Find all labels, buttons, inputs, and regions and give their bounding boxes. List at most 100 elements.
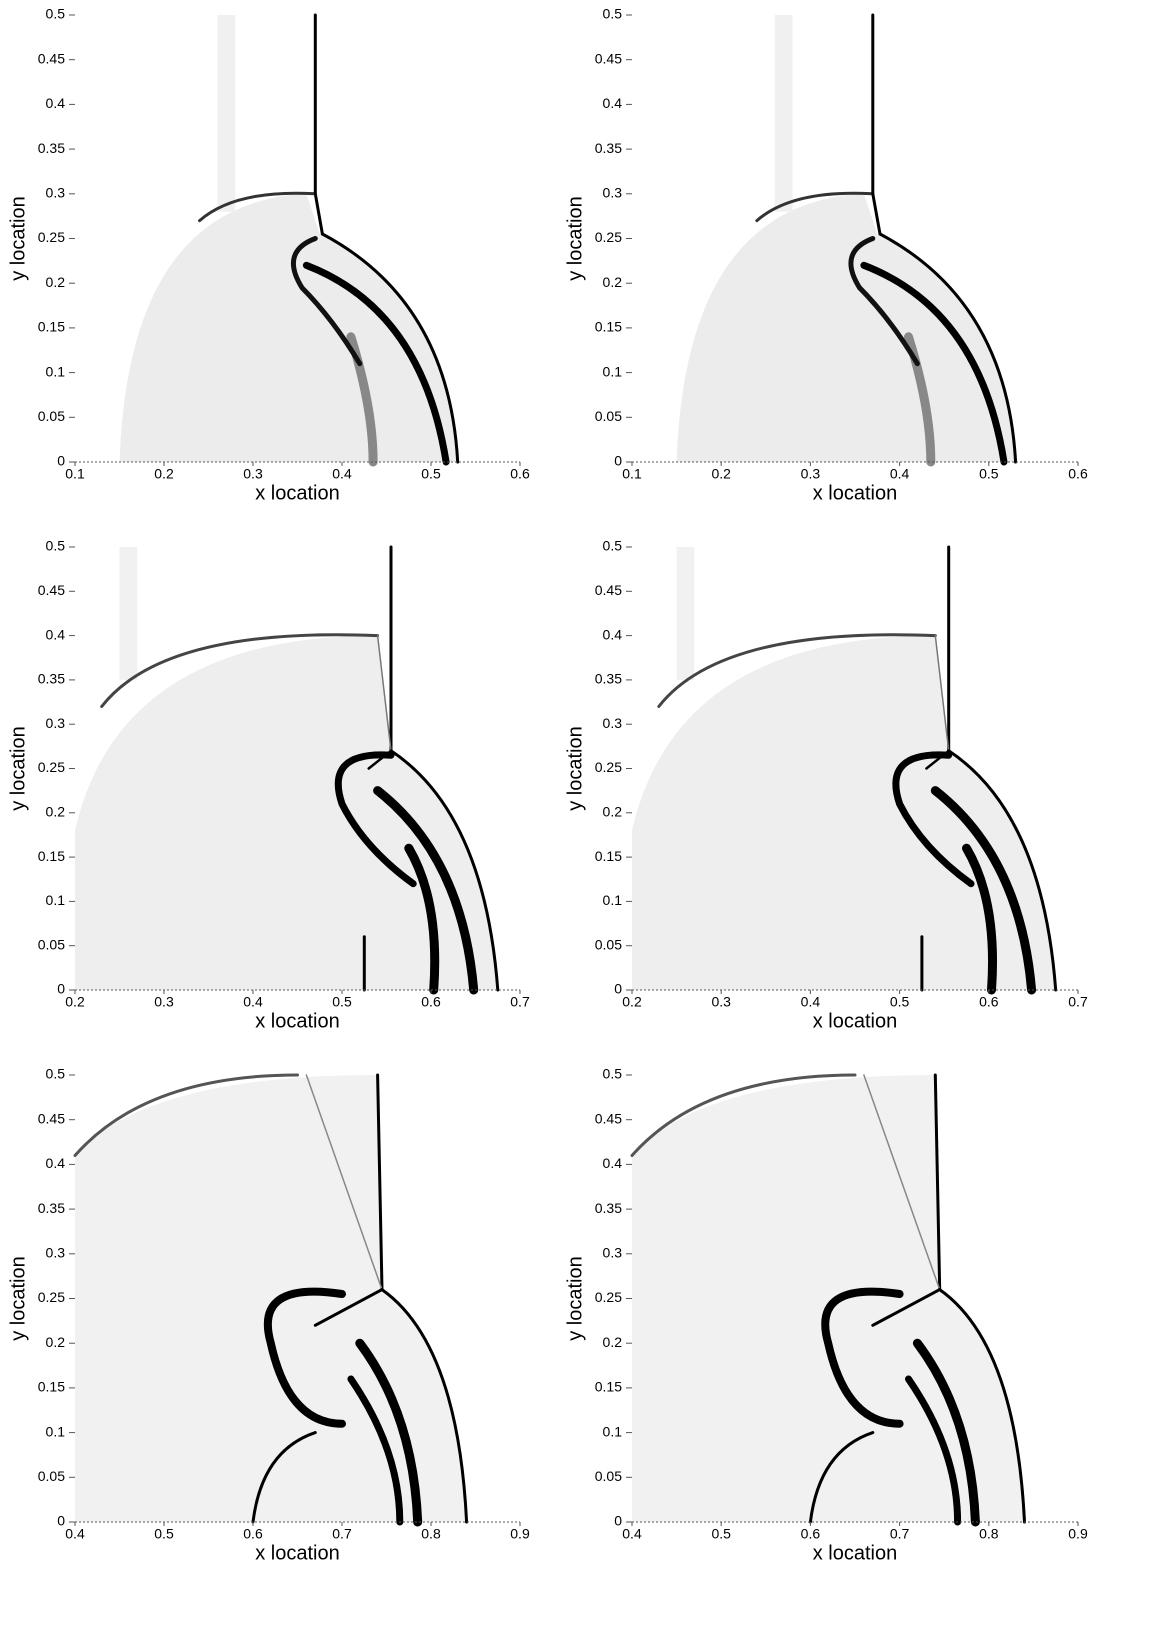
y-tick-label: 0 [57, 453, 65, 469]
y-tick-label: 0.35 [595, 671, 622, 687]
y-axis-label: y location [564, 1256, 586, 1341]
flow-feature [376, 1073, 384, 1292]
flow-feature [755, 191, 875, 223]
x-tick-label: 0.6 [421, 994, 441, 1010]
y-tick-label: 0.1 [46, 363, 66, 379]
y-tick-label: 0.15 [595, 848, 622, 864]
y-tick-label: 0.35 [38, 1200, 65, 1216]
flow-feature [347, 1375, 404, 1526]
x-tick-label: 0.7 [890, 1526, 910, 1542]
x-tick-label: 0.2 [711, 466, 731, 482]
flow-feature [263, 1287, 346, 1428]
y-tick-label: 0.25 [595, 1289, 622, 1305]
flow-feature [404, 843, 440, 995]
y-tick-label: 0.45 [38, 50, 65, 66]
flow-feature [930, 786, 1037, 995]
y-tick-label: 0.5 [46, 538, 66, 554]
flow-feature [75, 635, 498, 990]
x-tick-label: 0.2 [622, 994, 642, 1010]
x-tick-label: 0.5 [711, 1526, 731, 1542]
y-tick-label: 0.1 [603, 363, 623, 379]
y-tick-label: 0.25 [38, 1289, 65, 1305]
x-tick-label: 0.5 [890, 994, 910, 1010]
flow-feature [198, 191, 317, 223]
y-tick-label: 0.2 [603, 274, 623, 290]
y-tick-label: 0 [614, 453, 622, 469]
flow-feature [860, 261, 1008, 466]
y-tick-label: 0.25 [595, 759, 622, 775]
x-axis-label: x location [813, 482, 898, 504]
y-tick-label: 0.1 [46, 1423, 66, 1439]
flow-feature [808, 1431, 875, 1524]
y-tick-label: 0.05 [38, 936, 65, 952]
y-tick-label: 0.4 [46, 1155, 66, 1171]
y-tick-label: 0.4 [46, 95, 66, 111]
flow-feature [962, 843, 998, 995]
x-tick-label: 0.3 [243, 466, 263, 482]
flow-feature [871, 1288, 942, 1327]
y-axis-label: y location [7, 726, 29, 811]
y-tick-label: 0.3 [46, 715, 66, 731]
x-tick-label: 0.7 [332, 1526, 352, 1542]
flow-feature [119, 547, 138, 680]
y-tick-label: 0.45 [38, 1110, 65, 1126]
y-tick-label: 0.3 [603, 1245, 623, 1261]
flow-feature [871, 13, 882, 236]
y-tick-label: 0.45 [38, 582, 65, 598]
x-tick-label: 0.8 [979, 1526, 999, 1542]
y-tick-label: 0.45 [595, 50, 622, 66]
x-tick-label: 0.6 [1068, 466, 1088, 482]
flow-feature [905, 1375, 962, 1526]
x-axis-label: x location [813, 1010, 898, 1032]
x-tick-label: 0.4 [332, 466, 352, 482]
y-tick-label: 0.3 [603, 185, 623, 201]
y-tick-label: 0.1 [46, 892, 66, 908]
y-tick-label: 0.3 [46, 1245, 66, 1261]
x-tick-label: 0.9 [510, 1526, 530, 1542]
flow-feature [912, 1338, 980, 1527]
flow-feature [313, 1288, 384, 1327]
y-tick-label: 0.05 [595, 1468, 622, 1484]
flow-feature [676, 193, 1016, 463]
flow-feature [380, 1288, 469, 1524]
y-tick-label: 0.35 [595, 1200, 622, 1216]
y-axis-label: y location [564, 726, 586, 811]
x-tick-label: 0.3 [154, 994, 174, 1010]
y-tick-label: 0 [57, 981, 65, 997]
flow-feature [774, 15, 793, 212]
y-tick-label: 0.35 [595, 140, 622, 156]
flow-feature [217, 15, 236, 212]
y-tick-label: 0.4 [46, 626, 66, 642]
x-tick-label: 0.9 [1068, 1526, 1088, 1542]
y-tick-label: 0.5 [603, 6, 623, 22]
panel: 0 0.05 0.1 0.15 0.2 0.25 0.3 0.35 0.4 0.45 0.5 0.1 0… [7, 6, 530, 505]
x-tick-label: 0.7 [1068, 994, 1088, 1010]
flow-feature [934, 634, 950, 752]
x-tick-label: 0.4 [243, 994, 263, 1010]
y-tick-label: 0.05 [38, 1468, 65, 1484]
y-tick-label: 0.1 [603, 1423, 623, 1439]
x-axis-label: x location [255, 1542, 340, 1564]
y-tick-label: 0.35 [38, 671, 65, 687]
x-axis-label: x location [255, 1010, 340, 1032]
panel: 0 0.05 0.1 0.15 0.2 0.25 0.3 0.35 0.4 0.45 0.5 0.2 0… [7, 538, 530, 1033]
y-tick-label: 0.05 [595, 408, 622, 424]
y-tick-label: 0.5 [46, 1066, 66, 1082]
y-tick-label: 0.2 [603, 1334, 623, 1350]
flow-feature [821, 1287, 904, 1428]
x-tick-label: 0.5 [154, 1526, 174, 1542]
y-tick-label: 0.4 [603, 1155, 623, 1171]
flow-feature [334, 751, 417, 888]
y-tick-label: 0.2 [46, 274, 66, 290]
panel: 0 0.05 0.1 0.15 0.2 0.25 0.3 0.35 0.4 0.45 0.5 0.1 0… [564, 6, 1088, 505]
y-tick-label: 0.15 [38, 848, 65, 864]
x-axis-label: x location [255, 482, 340, 504]
y-tick-label: 0.25 [38, 759, 65, 775]
x-tick-label: 0.2 [154, 466, 174, 482]
x-tick-label: 0.6 [510, 466, 530, 482]
flow-feature [119, 193, 458, 463]
flow-feature [878, 232, 1018, 464]
y-tick-label: 0.15 [38, 319, 65, 335]
y-tick-label: 0.05 [595, 936, 622, 952]
